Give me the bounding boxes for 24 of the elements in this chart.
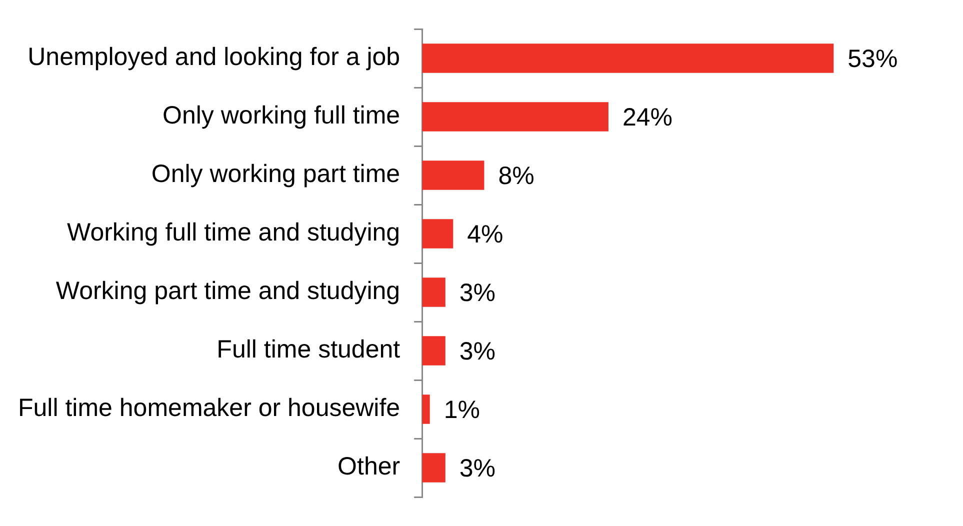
data-label: 3% (459, 454, 496, 483)
data-label: 24% (622, 104, 672, 132)
data-label: 1% (444, 396, 480, 424)
bar (422, 44, 834, 73)
data-label: 4% (467, 220, 504, 249)
bar (422, 278, 446, 307)
bar (422, 160, 484, 190)
bar (422, 102, 608, 132)
bar (422, 219, 454, 248)
y-tick-label: Other (338, 452, 400, 481)
data-label: 53% (848, 45, 898, 74)
y-tick-label: Only working part time (151, 160, 400, 188)
y-tick-label: Unemployed and looking for a job (28, 43, 400, 72)
y-tick-label: Working part time and studying (56, 277, 400, 306)
bar (422, 336, 446, 366)
y-tick-label: Only working full time (162, 102, 400, 130)
data-label: 3% (459, 338, 496, 366)
y-tick-label: Working full time and studying (67, 218, 400, 247)
data-label: 8% (498, 162, 534, 190)
data-label: 3% (459, 279, 496, 308)
y-tick-label: Full time student (216, 336, 400, 364)
bar (422, 453, 446, 482)
bar (422, 394, 430, 424)
y-tick-label: Full time homemaker or housewife (18, 394, 400, 422)
